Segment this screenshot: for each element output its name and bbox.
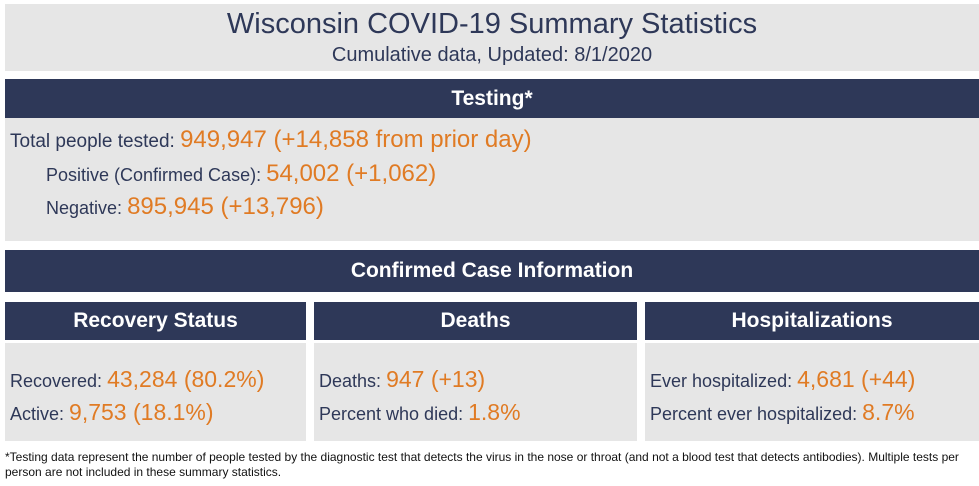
total-tested-value: 949,947 (+14,858 from prior day) (180, 126, 532, 153)
total-tested-label: Total people tested: (10, 131, 175, 152)
active-value: 9,753 (18.1%) (69, 399, 214, 425)
percent-died-label: Percent who died: (319, 404, 464, 424)
ever-hospitalized-label: Ever hospitalized: (650, 371, 793, 391)
percent-hospitalized-label: Percent ever hospitalized: (650, 404, 858, 424)
recovered-value: 43,284 (80.2%) (107, 366, 265, 392)
testing-panel: Total people tested: 949,947 (+14,858 fr… (5, 118, 979, 241)
negative-label: Negative: (46, 198, 123, 218)
total-tested: Total people tested: 949,947 (+14,858 fr… (10, 124, 979, 158)
active-label: Active: (10, 404, 65, 424)
page-title: Wisconsin COVID-19 Summary Statistics (226, 8, 758, 40)
recovered-label: Recovered: (10, 371, 103, 391)
percent-died: Percent who died: 1.8% (319, 397, 637, 430)
deaths-value: 947 (+13) (386, 366, 486, 392)
title-panel: Wisconsin COVID-19 Summary Statistics Cu… (5, 4, 979, 71)
page-subtitle: Cumulative data, Updated: 8/1/2020 (331, 44, 653, 66)
deaths-label: Deaths: (319, 371, 382, 391)
negative-tests: Negative: 895,945 (+13,796) (10, 191, 979, 224)
positive-value: 54,002 (+1,062) (266, 160, 437, 187)
ever-hospitalized: Ever hospitalized: 4,681 (+44) (650, 364, 979, 397)
recovery-heading: Recovery Status (5, 302, 306, 340)
hospitalizations-heading: Hospitalizations (645, 302, 979, 340)
deaths-heading: Deaths (314, 302, 637, 340)
deaths-panel: Deaths: 947 (+13) Percent who died: 1.8% (314, 343, 637, 441)
deaths-count: Deaths: 947 (+13) (319, 364, 637, 397)
ever-hospitalized-value: 4,681 (+44) (797, 366, 916, 392)
recovery-panel: Recovered: 43,284 (80.2%) Active: 9,753 … (5, 343, 306, 441)
footnote: *Testing data represent the number of pe… (5, 450, 959, 479)
positive-tests: Positive (Confirmed Case): 54,002 (+1,06… (10, 158, 979, 191)
active: Active: 9,753 (18.1%) (10, 397, 306, 430)
testing-heading: Testing* (5, 79, 979, 118)
percent-died-value: 1.8% (468, 399, 521, 425)
hospitalizations-panel: Ever hospitalized: 4,681 (+44) Percent e… (645, 343, 979, 441)
confirmed-heading: Confirmed Case Information (5, 250, 979, 292)
positive-label: Positive (Confirmed Case): (46, 165, 262, 185)
percent-hospitalized: Percent ever hospitalized: 8.7% (650, 397, 979, 430)
percent-hospitalized-value: 8.7% (862, 399, 915, 425)
recovered: Recovered: 43,284 (80.2%) (10, 364, 306, 397)
negative-value: 895,945 (+13,796) (127, 193, 324, 220)
